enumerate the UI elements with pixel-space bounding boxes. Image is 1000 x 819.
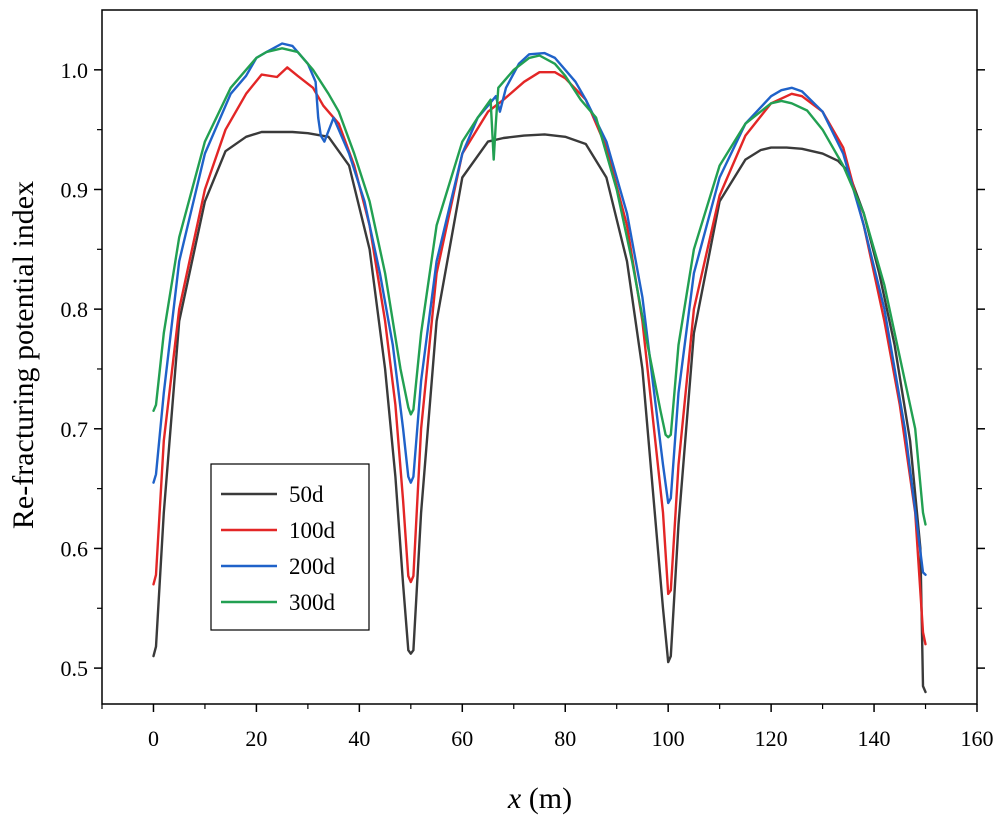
plot-frame-group — [101, 9, 978, 705]
legend-label-50d: 50d — [289, 482, 324, 507]
x-axis-unit: (m) — [521, 782, 572, 815]
y-tick-label: 0.6 — [61, 536, 89, 561]
series-line-50d — [152, 130, 927, 694]
ticks-group: 0 20 40 60 80 100 120 140 160 0.5 0.6 0.7 0.8 0.9 1.0 — [61, 58, 994, 751]
series-line-100d — [152, 66, 927, 646]
legend-label-300d: 300d — [289, 590, 336, 615]
y-tick-label: 0.7 — [61, 417, 89, 442]
x-tick-label: 80 — [554, 726, 576, 751]
x-tick-label: 100 — [652, 726, 685, 751]
x-tick-label: 60 — [451, 726, 473, 751]
series-line-300d — [152, 47, 927, 526]
x-tick-label: 120 — [755, 726, 788, 751]
y-tick-label: 0.9 — [61, 177, 89, 202]
y-tick-label: 1.0 — [61, 58, 89, 83]
legend: 50d 100d 200d 300d — [210, 463, 370, 631]
x-tick-label: 40 — [348, 726, 370, 751]
y-axis-title: Re-fracturing potential index — [7, 181, 40, 529]
y-tick-label: 0.5 — [61, 656, 89, 681]
x-tick-label: 0 — [148, 726, 159, 751]
x-tick-label: 140 — [858, 726, 891, 751]
x-tick-label: 160 — [961, 726, 994, 751]
y-tick-label: 0.8 — [61, 297, 89, 322]
x-tick-label: 20 — [245, 726, 267, 751]
legend-label-200d: 200d — [289, 554, 336, 579]
plot-frame — [101, 9, 978, 705]
legend-label-100d: 100d — [289, 518, 336, 543]
series-group — [152, 42, 927, 694]
x-axis-title: x (m) — [507, 782, 572, 815]
x-axis-variable: x — [507, 782, 522, 815]
